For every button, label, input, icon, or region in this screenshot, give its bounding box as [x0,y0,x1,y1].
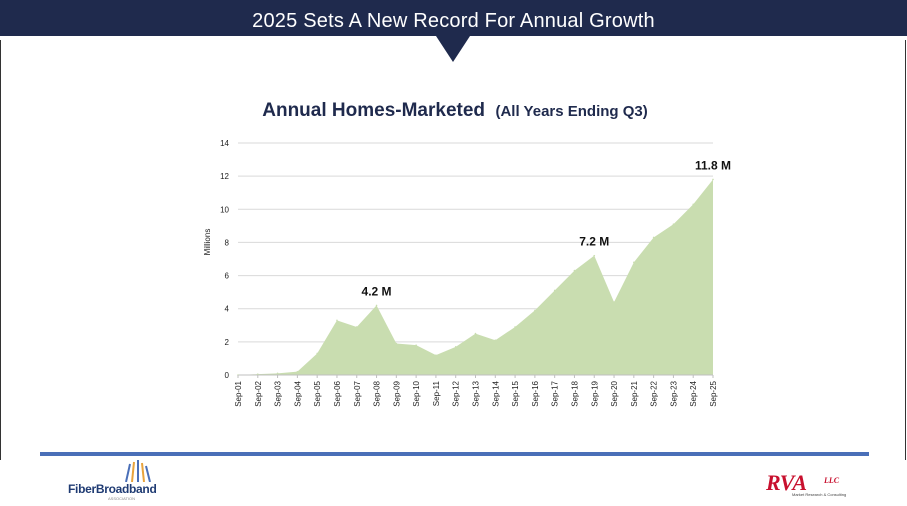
chart-title-main: Annual Homes-Marketed [262,100,485,121]
x-tick-label: Sep-13 [472,380,481,406]
data-point [415,344,417,346]
slide-border-right [905,40,906,460]
rva-logo: RVA LLC Market Research & Consulting [766,470,856,500]
x-tick-label: Sep-20 [610,380,619,406]
fiber-strands-icon [125,460,151,482]
rva-name: RVA [766,470,807,495]
data-point [395,342,398,345]
data-point [435,354,437,356]
x-tick-label: Sep-10 [412,380,421,406]
data-label: 7.2 M [579,235,609,249]
data-label: 11.8 M [695,158,731,172]
x-tick-label: Sep-15 [511,380,520,406]
x-tick-label: Sep-18 [570,380,579,406]
x-tick-label: Sep-19 [590,380,599,406]
data-point [454,346,457,348]
footer-rule [40,452,869,456]
data-point [316,352,318,355]
y-tick-label: 6 [225,272,230,281]
chart-title-sub: (All Years Ending Q3) [495,103,647,120]
data-point [534,309,536,312]
data-point [355,326,358,328]
x-tick-label: Sep-05 [313,380,322,406]
data-point [613,301,615,303]
data-point [514,326,516,328]
data-point [296,370,299,373]
y-tick-label: 4 [225,305,230,314]
data-point [474,332,477,335]
data-label: 4.2 M [362,284,392,298]
x-tick-label: Sep-11 [432,380,441,406]
data-point [375,304,378,307]
slide-border-left [0,40,1,460]
data-point [692,203,695,206]
rva-llc: LLC [824,476,840,485]
data-point [256,373,259,375]
y-tick-label: 10 [220,205,229,214]
y-axis-label: Millions [203,229,212,256]
area-series [238,179,713,375]
x-tick-label: Sep-14 [491,380,500,406]
fiberbroadband-logo: FiberBroadband ASSOCIATION [64,460,174,502]
y-tick-label: 8 [225,238,230,247]
x-tick-label: Sep-25 [709,380,718,406]
x-tick-label: Sep-22 [650,380,659,406]
x-tick-label: Sep-07 [353,380,362,406]
x-tick-label: Sep-12 [452,380,461,406]
fiberbroadband-name: FiberBroadband [68,482,157,496]
y-tick-label: 14 [220,139,229,148]
data-point [336,319,338,322]
data-point [672,223,675,225]
x-tick-label: Sep-17 [551,380,560,406]
data-point [276,372,279,375]
slide-title: 2025 Sets A New Record For Annual Growth [252,10,655,32]
x-tick-label: Sep-09 [392,380,401,406]
area-chart: Annual Homes-Marketed (All Years Ending … [203,100,731,407]
fiberbroadband-sub: ASSOCIATION [108,496,136,501]
rva-tagline: Market Research & Consulting [792,492,847,497]
x-tick-label: Sep-08 [373,380,382,406]
data-point [494,339,497,342]
y-tick-label: 0 [225,371,230,380]
x-tick-label: Sep-21 [630,380,639,406]
x-tick-label: Sep-04 [293,380,302,406]
y-tick-label: 12 [220,172,229,181]
data-point [712,178,714,181]
x-tick-label: Sep-03 [274,380,283,406]
data-point [593,254,596,257]
data-point [573,269,576,272]
data-point [553,289,556,292]
y-tick-label: 2 [225,338,230,347]
data-point [633,261,635,264]
x-tick-label: Sep-23 [669,380,678,406]
header-banner [0,0,907,62]
x-tick-label: Sep-06 [333,380,342,406]
x-tick-label: Sep-02 [254,380,263,406]
data-point [652,236,655,239]
x-tick-label: Sep-24 [689,380,698,406]
chart-title: Annual Homes-Marketed (All Years Ending … [262,100,648,121]
x-tick-label: Sep-16 [531,380,540,406]
x-tick-label: Sep-01 [234,380,243,406]
